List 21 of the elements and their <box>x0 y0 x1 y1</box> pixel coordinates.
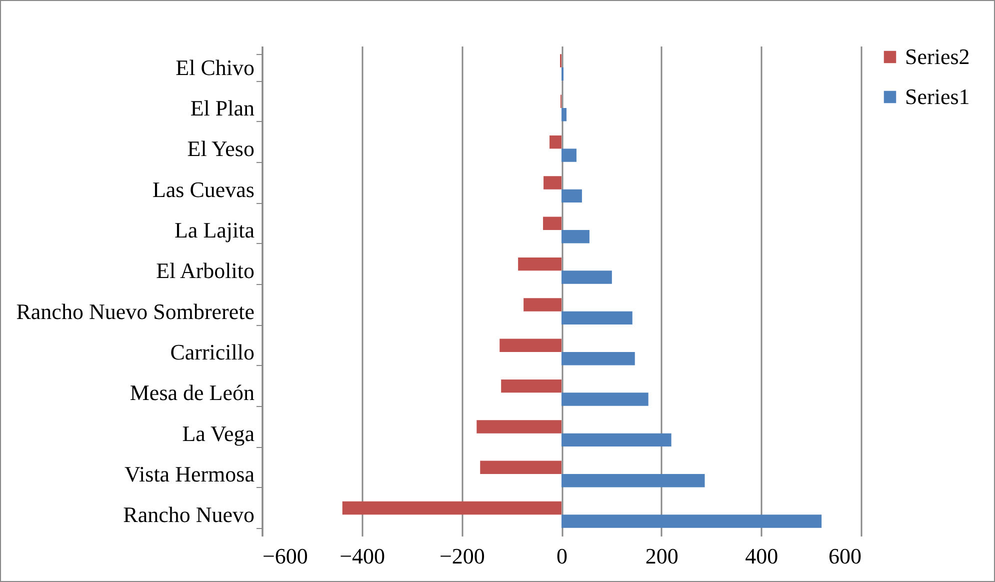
legend-label: Series2 <box>905 44 970 69</box>
y-tick-label: Mesa de León <box>130 380 254 406</box>
y-tick-label: Carricillo <box>170 339 254 364</box>
x-tick-label: −600 <box>262 544 308 568</box>
y-tick-label: Las Cuevas <box>152 176 254 202</box>
x-tick-label: 600 <box>828 544 862 568</box>
y-tick-label: Vista Hermosa <box>124 461 255 486</box>
legend-label: Series1 <box>905 84 970 109</box>
y-tick-label: Rancho Nuevo Sombrerete <box>16 298 254 324</box>
x-tick-label: −400 <box>340 544 386 568</box>
x-tick-label: 200 <box>645 544 678 568</box>
y-tick-label: El Yeso <box>187 136 254 162</box>
x-tick-label: −200 <box>439 544 485 568</box>
y-tick-label: El Arbolito <box>156 258 254 284</box>
y-tick-label: El Plan <box>190 96 254 121</box>
y-tick-label: La Vega <box>182 420 255 446</box>
x-tick-label: 0 <box>556 544 568 568</box>
y-tick-label: Rancho Nuevo <box>123 502 254 528</box>
y-tick-label: La Lajita <box>174 218 255 243</box>
x-tick-label: 400 <box>745 544 778 568</box>
y-tick-label: El Chivo <box>176 54 254 80</box>
